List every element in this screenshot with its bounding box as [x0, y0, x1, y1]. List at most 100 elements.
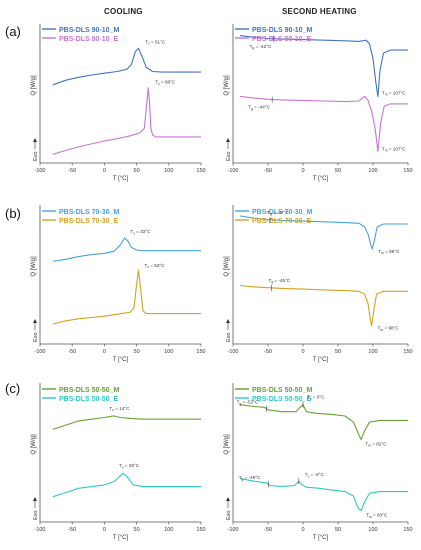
transition-annotation: Tg = -47°C [267, 210, 289, 216]
x-tick-label: 100 [368, 168, 377, 174]
x-axis-label: T [°C] [113, 176, 129, 182]
transition-annotation: Tc = -6°C [305, 472, 325, 478]
legend-entry: PBS-DLS 70-30_E [252, 218, 311, 225]
series-line-M [52, 415, 201, 430]
legend-entry: PBS-DLS 70-30_M [252, 209, 312, 216]
exo-arrowhead [33, 138, 37, 142]
transition-annotation: Tm = 107°C [382, 146, 406, 152]
exo-label: Exo [226, 511, 232, 520]
x-tick-label: -100 [227, 168, 238, 174]
series-line-E [52, 472, 201, 498]
x-tick-label: -100 [227, 349, 238, 355]
x-tick-label: 50 [335, 168, 341, 174]
transition-annotation: Tm = 107°C [382, 90, 406, 96]
y-axis-label: Q [W/g] [31, 434, 37, 455]
transition-annotation: Tg = -44°C [248, 105, 270, 111]
exo-label: Exo [33, 152, 39, 161]
transition-annotation: Tm = 98°C [378, 326, 400, 332]
x-tick-label: -50 [264, 527, 272, 533]
x-tick-label: -50 [68, 349, 76, 355]
x-tick-label: 0 [103, 168, 106, 174]
panel-label-a: (a) [5, 24, 21, 39]
y-axis-label: Q [W/g] [224, 75, 230, 96]
legend-entry: PBS-DLS 90-10_E [59, 36, 118, 43]
heating-column-title: SECOND HEATING [282, 7, 357, 16]
x-tick-label: 150 [196, 527, 205, 533]
legend-entry: PBS-DLS 50-50_E [252, 396, 311, 403]
exo-arrowhead [226, 497, 230, 501]
legend-entry: PBS-DLS 90-10_M [59, 27, 119, 34]
legend-entry: PBS-DLS 50-50_M [252, 387, 312, 394]
legend-entry: PBS-DLS 90-10_M [252, 27, 312, 34]
exo-arrowhead [33, 497, 37, 501]
transition-annotation: Tc = 51°C [145, 39, 166, 45]
series-line-E [239, 284, 408, 327]
exo-label: Exo [33, 333, 39, 342]
x-tick-label: 0 [301, 527, 304, 533]
series-line-M [239, 404, 408, 441]
transition-annotation: Tc = 0°C [307, 395, 325, 401]
series-line-E [52, 269, 201, 325]
x-tick-label: 100 [164, 168, 173, 174]
x-tick-label: 100 [164, 349, 173, 355]
y-axis-label: Q [W/g] [31, 75, 37, 96]
series-line-M [239, 215, 408, 250]
x-tick-label: 100 [164, 527, 173, 533]
x-tick-label: 0 [301, 349, 304, 355]
x-tick-label: -50 [264, 349, 272, 355]
legend-entry: PBS-DLS 50-50_E [59, 396, 118, 403]
series-line-E [239, 478, 408, 512]
transition-annotation: Tc = 29°C [119, 463, 140, 469]
transition-annotation: Tg = -49°C [239, 475, 261, 481]
x-tick-label: -100 [227, 527, 238, 533]
series-line-M [52, 237, 201, 262]
exo-arrowhead [226, 138, 230, 142]
x-tick-label: 50 [134, 349, 140, 355]
x-axis-label: T [°C] [113, 535, 129, 541]
exo-label: Exo [226, 152, 232, 161]
x-axis-label: T [°C] [313, 535, 329, 541]
panel-label-b: (b) [5, 206, 21, 221]
transition-annotation: Tm = 99°C [378, 249, 400, 255]
exo-arrowhead [226, 319, 230, 323]
series-line-M [239, 35, 408, 97]
y-axis-label: Q [W/g] [224, 434, 230, 455]
x-tick-label: 50 [335, 349, 341, 355]
x-tick-label: 150 [196, 349, 205, 355]
x-axis-label: T [°C] [313, 357, 329, 363]
x-tick-label: -100 [34, 168, 45, 174]
x-tick-label: -100 [34, 527, 45, 533]
x-tick-label: 50 [134, 168, 140, 174]
x-tick-label: 0 [103, 527, 106, 533]
x-tick-label: 150 [403, 527, 412, 533]
legend-entry: PBS-DLS 70-30_M [59, 209, 119, 216]
transition-annotation: Tc = 33°C [130, 229, 151, 235]
x-tick-label: -50 [264, 168, 272, 174]
x-tick-label: -100 [34, 349, 45, 355]
x-tick-label: -50 [68, 527, 76, 533]
cooling-column-title: COOLING [104, 7, 143, 16]
series-line-E [239, 95, 408, 152]
transition-annotation: Tg = -42°C [250, 44, 272, 50]
x-tick-label: 100 [368, 349, 377, 355]
legend-entry: PBS-DLS 70-30_E [59, 218, 118, 225]
transition-annotation: Tc = 14°C [109, 406, 130, 412]
x-tick-label: 50 [134, 527, 140, 533]
exo-label: Exo [226, 333, 232, 342]
transition-annotation: Tm = 83°C [366, 513, 388, 519]
legend-entry: PBS-DLS 50-50_M [59, 387, 119, 394]
x-tick-label: 0 [103, 349, 106, 355]
x-tick-label: 50 [335, 527, 341, 533]
x-axis-label: T [°C] [313, 176, 329, 182]
legend-entry: PBS-DLS 90-10_E [252, 36, 311, 43]
x-tick-label: 100 [368, 527, 377, 533]
y-axis-label: Q [W/g] [31, 256, 37, 277]
transition-annotation: Tg = -52°C [237, 400, 259, 406]
transition-annotation: Tg = -45°C [269, 278, 291, 284]
exo-label: Exo [33, 511, 39, 520]
x-tick-label: 150 [403, 349, 412, 355]
x-tick-label: 150 [403, 168, 412, 174]
exo-arrowhead [33, 319, 37, 323]
x-tick-label: -50 [68, 168, 76, 174]
